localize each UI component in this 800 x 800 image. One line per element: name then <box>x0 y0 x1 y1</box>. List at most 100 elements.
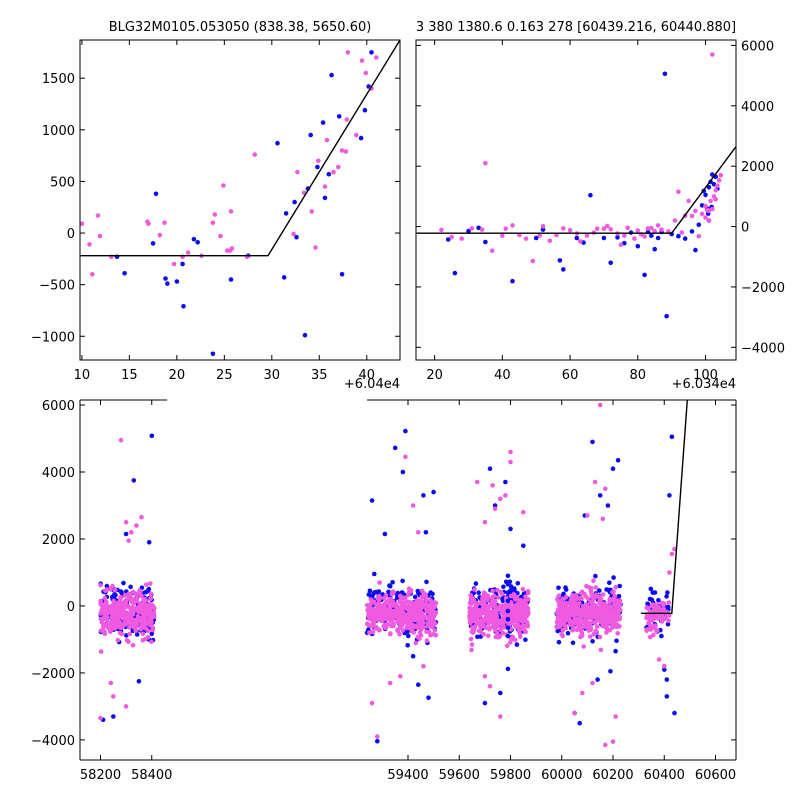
plot-clip-group <box>98 400 688 748</box>
top-left-x-offset: +6.04e4 <box>344 377 400 392</box>
top-right-plot-area: 20 40 60 80 100 −4000 −2000 0 2000 4000 6000 <box>415 39 785 383</box>
season1-pink-point <box>391 612 396 618</box>
blue-point <box>358 135 364 141</box>
season2-pink-point <box>470 625 475 630</box>
season2-pink-point <box>484 605 490 610</box>
pink-point <box>600 516 606 522</box>
blue-point <box>521 543 526 548</box>
season2-pink-point <box>478 601 484 606</box>
season3-pink-point <box>588 620 593 625</box>
season0-blue-point <box>128 584 133 590</box>
blue-point <box>452 270 458 276</box>
pink-point <box>706 218 712 223</box>
pink-point <box>416 530 421 535</box>
pink-point <box>487 684 493 689</box>
pink-point <box>469 226 475 231</box>
season2-pink-point <box>522 623 528 629</box>
season3-pink-point <box>564 601 570 606</box>
season1-pink-point <box>376 593 382 599</box>
season1-blue-point <box>367 588 373 594</box>
y-tick-label: 6000 <box>741 39 774 54</box>
season2-pink-point <box>472 587 477 592</box>
season0-pink-point <box>145 635 151 640</box>
season3-pink-point <box>589 611 595 616</box>
season3-blue-point <box>556 639 562 645</box>
season2-pink-point <box>500 615 506 621</box>
x-tick-label: 100 <box>693 368 718 383</box>
season2-pink-point <box>479 609 485 615</box>
pink-point <box>403 454 408 460</box>
pink-point <box>87 242 92 247</box>
season0-pink-point <box>148 591 154 596</box>
season1-pink-point <box>401 611 407 616</box>
season4-pink-point <box>655 616 661 621</box>
season0-pink-point <box>108 586 113 591</box>
season3-pink-point <box>602 601 607 607</box>
season0-pink-point <box>100 622 106 628</box>
season0-pink-point <box>130 643 136 648</box>
season0-pink-point <box>102 588 108 594</box>
season2-pink-point <box>512 612 517 617</box>
season0-pink-point <box>151 612 157 618</box>
season3-pink-point <box>570 612 575 618</box>
pink-point <box>669 551 675 557</box>
pink-point <box>693 208 698 214</box>
blue-point <box>362 107 368 113</box>
season3-pink-point <box>586 624 592 629</box>
season0-pink-point <box>125 612 131 618</box>
season0-pink-point <box>150 627 155 633</box>
season0-pink-point <box>140 637 146 643</box>
season2-pink-point <box>490 601 496 606</box>
season3-pink-point <box>580 604 586 609</box>
season3-blue-point <box>593 573 598 579</box>
season1-blue-point <box>424 579 429 585</box>
pink-point <box>696 233 702 239</box>
blue-point <box>693 247 698 253</box>
pink-point <box>572 710 577 716</box>
blue-point <box>466 228 471 234</box>
season0-pink-point <box>119 631 124 637</box>
blue-point <box>605 503 611 508</box>
blue-point <box>275 140 280 146</box>
pink-point <box>498 496 503 502</box>
blue-point <box>601 235 607 241</box>
pink-point <box>635 228 641 233</box>
season1-pink-point <box>378 613 383 619</box>
season3-pink-point <box>593 629 599 635</box>
season2-blue-point <box>500 596 505 601</box>
season2-pink-point <box>485 633 491 639</box>
season4-pink-point <box>646 615 651 620</box>
pink-point <box>171 261 177 267</box>
season0-pink-point <box>111 598 116 604</box>
x-tick-label: 58200 <box>80 768 121 783</box>
season1-pink-point <box>387 616 393 622</box>
x-tick-label: 60200 <box>592 768 633 783</box>
pink-point <box>363 70 369 76</box>
y-tick-label: −500 <box>39 279 75 294</box>
top-right-x-offset: +6.034e4 <box>672 377 736 392</box>
season0-pink-point <box>152 605 157 611</box>
season1-pink-point <box>433 610 439 615</box>
season1-pink-point <box>396 607 402 612</box>
season1-pink-point <box>398 600 403 605</box>
season3-pink-point <box>586 628 591 633</box>
blue-point <box>423 530 429 535</box>
blue-point <box>588 192 593 198</box>
season3-pink-point <box>572 606 578 612</box>
pink-point <box>229 246 235 251</box>
blue-point <box>649 233 654 238</box>
season3-pink-point <box>556 624 561 630</box>
season1-pink-point <box>383 593 389 598</box>
season2-pink-point <box>501 604 507 609</box>
plot-clip-group <box>80 40 400 357</box>
blue-point <box>315 164 320 170</box>
pink-point <box>449 234 454 240</box>
season1-pink-point <box>388 631 393 636</box>
season2-pink-point <box>469 647 474 653</box>
season0-pink-point <box>128 620 133 626</box>
season1-pink-point <box>376 607 381 613</box>
season0-pink-point <box>148 581 153 586</box>
season4-blue-point <box>656 597 661 603</box>
season0-pink-point <box>145 628 151 634</box>
